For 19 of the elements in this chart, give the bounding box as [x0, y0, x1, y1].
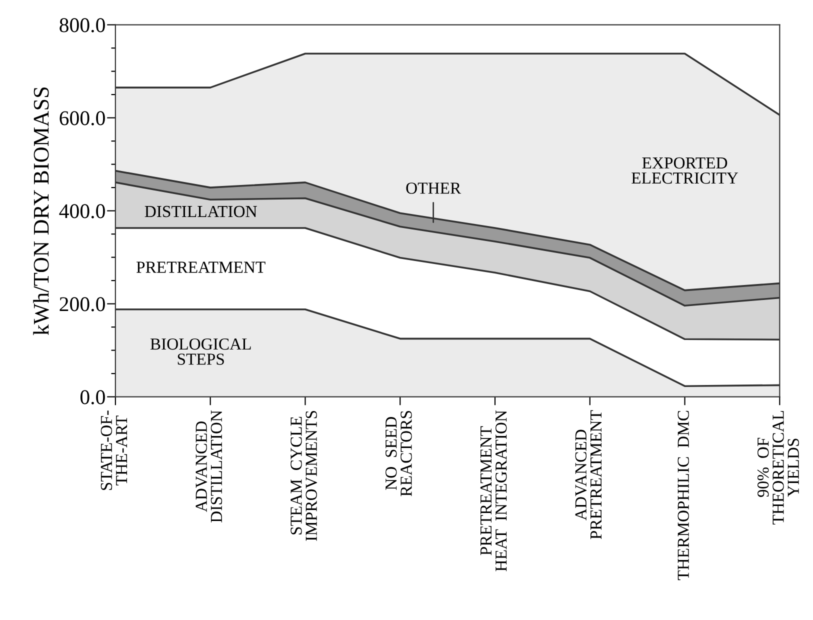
series-label: BIOLOGICAL STEPS: [150, 338, 251, 365]
x-tick-label: STATE-OF- THE-ART: [100, 410, 128, 490]
series-label: OTHER: [406, 182, 462, 194]
series-label: DISTILLATION: [144, 206, 257, 218]
y-tick-label: 400.0: [59, 204, 105, 218]
x-tick-label: THERMOPHILIC DMC: [678, 410, 689, 580]
series-label: EXPORTED ELECTRICITY: [632, 157, 738, 184]
x-tick-label: ADVANCED DISTILLATION: [196, 410, 222, 522]
x-tick-label: STEAM CYCLE IMPROVEMENTS: [290, 411, 318, 541]
y-tick-label: 200.0: [60, 297, 105, 312]
x-tick-label: NO SEED REACTORS: [386, 411, 412, 496]
y-axis-title: kWh/TON DRY BIOMASS: [33, 87, 49, 336]
y-tick-label: 0.0: [80, 390, 105, 404]
y-tick-label: 800.0: [60, 18, 105, 32]
y-tick-label: 600.0: [60, 111, 105, 126]
x-tick-label: PRETREATMENT HEAT INTEGRATION: [480, 410, 507, 572]
x-tick-label: 90% OF THEORETICAL YIELDS: [757, 410, 799, 524]
x-tick-label: ADVANCED PRETREATMENT: [575, 410, 602, 540]
series-label: PRETREATMENT: [136, 262, 266, 273]
